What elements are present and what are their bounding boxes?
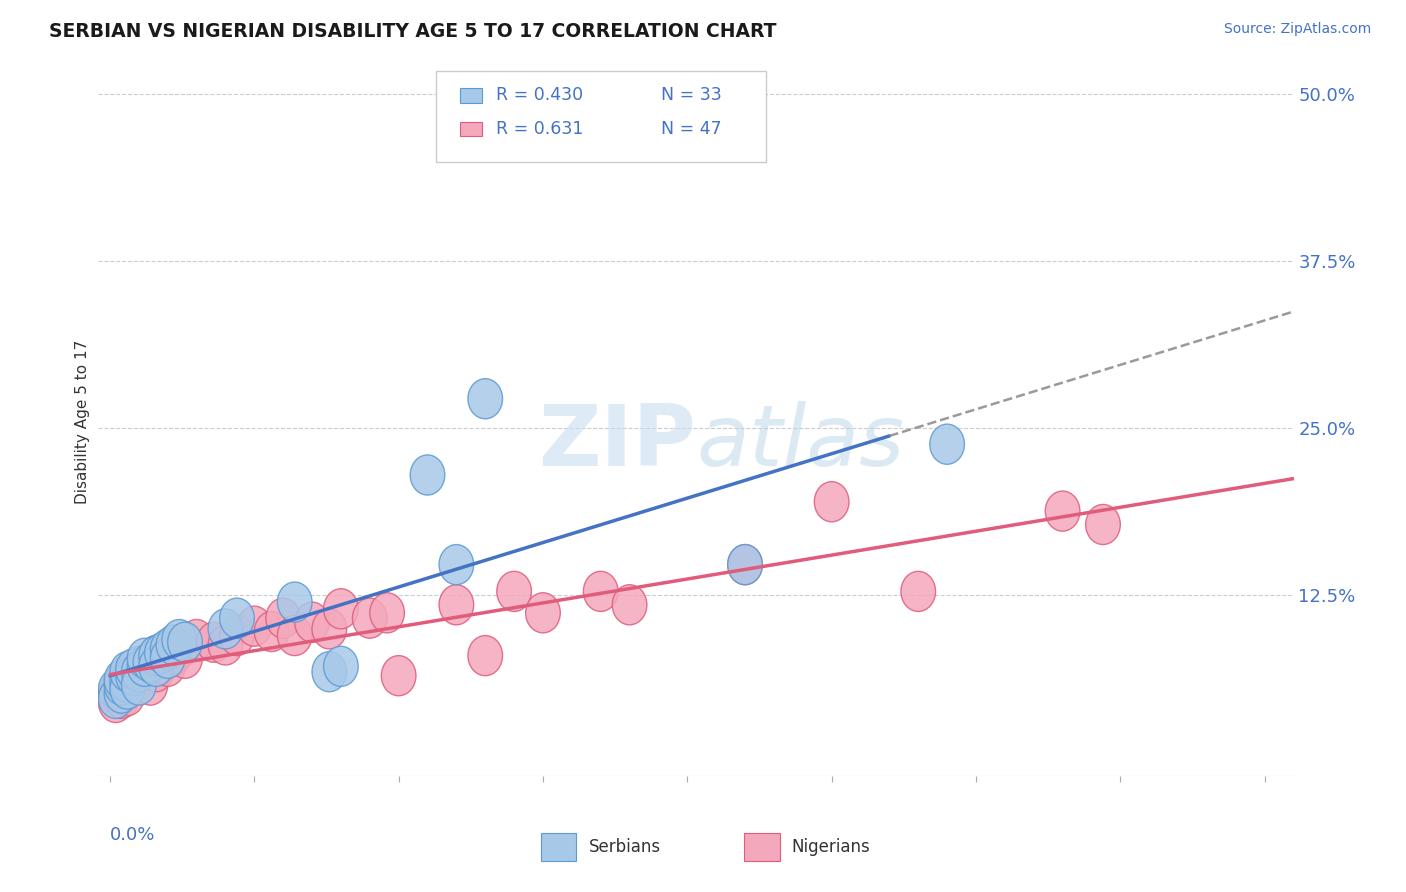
Y-axis label: Disability Age 5 to 17: Disability Age 5 to 17	[75, 339, 90, 504]
Ellipse shape	[145, 633, 179, 673]
Ellipse shape	[150, 629, 186, 669]
Ellipse shape	[612, 585, 647, 625]
Ellipse shape	[312, 651, 347, 692]
Ellipse shape	[98, 669, 134, 709]
Ellipse shape	[929, 424, 965, 464]
Text: R = 0.430: R = 0.430	[496, 87, 583, 104]
Ellipse shape	[139, 646, 173, 687]
Ellipse shape	[150, 639, 186, 678]
Ellipse shape	[104, 665, 139, 705]
Ellipse shape	[197, 623, 231, 662]
Ellipse shape	[98, 682, 134, 723]
Ellipse shape	[167, 639, 202, 678]
Ellipse shape	[134, 665, 167, 705]
Text: Source: ZipAtlas.com: Source: ZipAtlas.com	[1223, 22, 1371, 37]
Ellipse shape	[104, 660, 139, 699]
Ellipse shape	[1045, 491, 1080, 532]
Ellipse shape	[277, 615, 312, 656]
Ellipse shape	[814, 482, 849, 522]
Ellipse shape	[277, 582, 312, 623]
Ellipse shape	[110, 665, 145, 705]
Ellipse shape	[104, 678, 139, 719]
Ellipse shape	[110, 669, 145, 709]
Text: Serbians: Serbians	[589, 838, 661, 856]
Ellipse shape	[208, 624, 243, 665]
Ellipse shape	[128, 646, 162, 687]
FancyBboxPatch shape	[744, 833, 780, 861]
Ellipse shape	[295, 602, 329, 642]
Ellipse shape	[145, 642, 179, 682]
Ellipse shape	[323, 589, 359, 629]
Text: ZIP: ZIP	[538, 401, 696, 484]
Ellipse shape	[901, 572, 935, 612]
Ellipse shape	[439, 544, 474, 585]
Ellipse shape	[162, 620, 197, 660]
Ellipse shape	[150, 646, 186, 687]
Ellipse shape	[468, 378, 502, 419]
Ellipse shape	[1085, 505, 1121, 544]
Ellipse shape	[110, 651, 145, 692]
Ellipse shape	[115, 665, 150, 705]
Ellipse shape	[496, 572, 531, 612]
Ellipse shape	[583, 572, 619, 612]
Ellipse shape	[134, 642, 167, 682]
Text: N = 47: N = 47	[661, 120, 721, 138]
Ellipse shape	[238, 607, 271, 646]
Ellipse shape	[128, 639, 162, 678]
Text: Nigerians: Nigerians	[792, 838, 870, 856]
Ellipse shape	[115, 651, 150, 692]
Ellipse shape	[219, 615, 254, 656]
Ellipse shape	[104, 673, 139, 714]
Ellipse shape	[110, 662, 145, 703]
Ellipse shape	[104, 669, 139, 709]
Ellipse shape	[728, 544, 762, 585]
Text: atlas: atlas	[696, 401, 904, 484]
FancyBboxPatch shape	[541, 833, 576, 861]
Ellipse shape	[139, 635, 173, 676]
Text: 0.0%: 0.0%	[110, 826, 155, 844]
Ellipse shape	[323, 646, 359, 687]
Ellipse shape	[115, 649, 150, 689]
Ellipse shape	[134, 642, 167, 682]
Ellipse shape	[121, 646, 156, 687]
Ellipse shape	[266, 599, 301, 639]
Ellipse shape	[468, 635, 502, 676]
Ellipse shape	[110, 676, 145, 715]
Ellipse shape	[104, 662, 139, 703]
Ellipse shape	[156, 635, 191, 676]
Ellipse shape	[254, 612, 290, 651]
Ellipse shape	[98, 673, 134, 714]
Ellipse shape	[370, 593, 405, 633]
Ellipse shape	[526, 593, 561, 633]
Ellipse shape	[219, 599, 254, 639]
Ellipse shape	[208, 608, 243, 649]
Ellipse shape	[139, 651, 173, 692]
Text: N = 33: N = 33	[661, 87, 721, 104]
Ellipse shape	[121, 660, 156, 699]
Ellipse shape	[156, 624, 191, 665]
Ellipse shape	[115, 656, 150, 696]
Ellipse shape	[439, 585, 474, 625]
Ellipse shape	[110, 656, 145, 696]
Ellipse shape	[411, 455, 444, 495]
Ellipse shape	[179, 620, 214, 660]
Ellipse shape	[728, 544, 762, 585]
Text: R = 0.631: R = 0.631	[496, 120, 583, 138]
Ellipse shape	[381, 656, 416, 696]
Ellipse shape	[128, 649, 162, 689]
Ellipse shape	[312, 608, 347, 649]
Ellipse shape	[167, 623, 202, 662]
Ellipse shape	[121, 665, 156, 705]
Ellipse shape	[121, 651, 156, 692]
Text: SERBIAN VS NIGERIAN DISABILITY AGE 5 TO 17 CORRELATION CHART: SERBIAN VS NIGERIAN DISABILITY AGE 5 TO …	[49, 22, 776, 41]
Ellipse shape	[139, 635, 173, 676]
Ellipse shape	[98, 678, 134, 719]
Ellipse shape	[353, 599, 387, 639]
Ellipse shape	[162, 629, 197, 669]
